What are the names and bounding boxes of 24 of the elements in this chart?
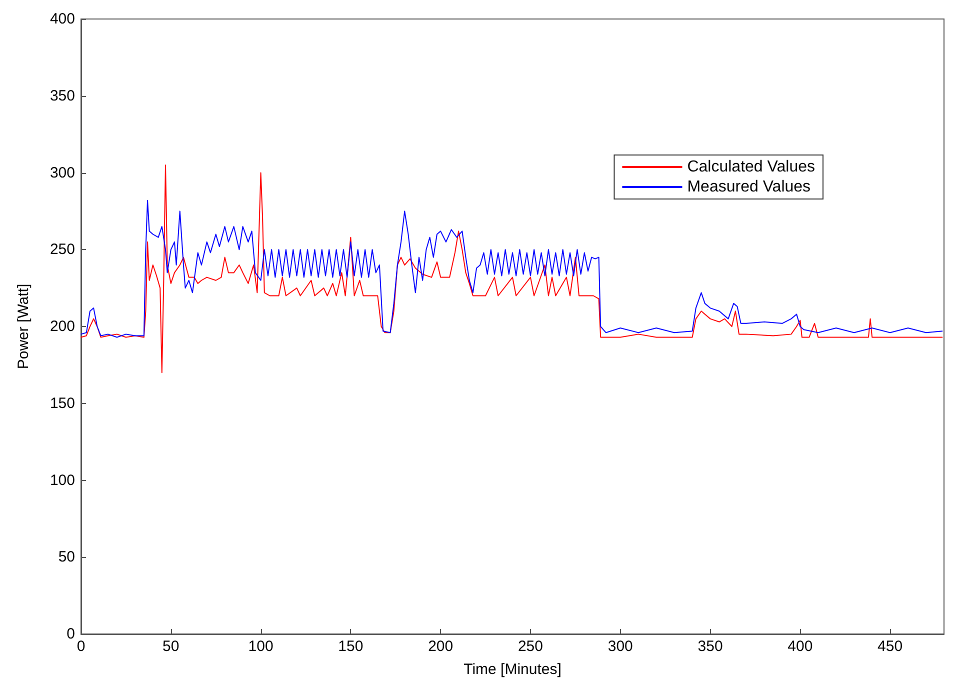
y-tick-label: 350 [50,87,75,104]
x-tick-label: 0 [76,638,86,655]
x-tick-label: 100 [248,638,274,655]
y-tick-label: 250 [50,241,75,258]
line-series [80,200,943,338]
x-tick-label: 50 [162,638,180,655]
x-tick-label: 250 [518,638,543,655]
x-tick-label: 300 [608,638,633,655]
x-axis-title: Time [Minutes] [464,661,562,678]
y-tick-label: 300 [50,164,75,182]
y-tick-label: 400 [50,10,75,28]
legend-label: Calculated Values [687,158,815,176]
y-tick-label: 150 [50,394,75,412]
x-tick-label: 150 [338,638,364,655]
y-axis-title: Power [Watt] [15,284,32,370]
x-tick-label: 450 [878,638,903,655]
legend-label: Measured Values [687,178,811,196]
x-tick-label: 350 [698,638,723,655]
x-tick-label: 200 [428,638,454,655]
y-tick-label: 0 [66,626,75,642]
x-tick-label: 400 [788,638,813,655]
y-tick-label: 50 [58,548,75,566]
y-tick-label: 100 [50,472,75,489]
y-tick-label: 200 [50,318,75,335]
